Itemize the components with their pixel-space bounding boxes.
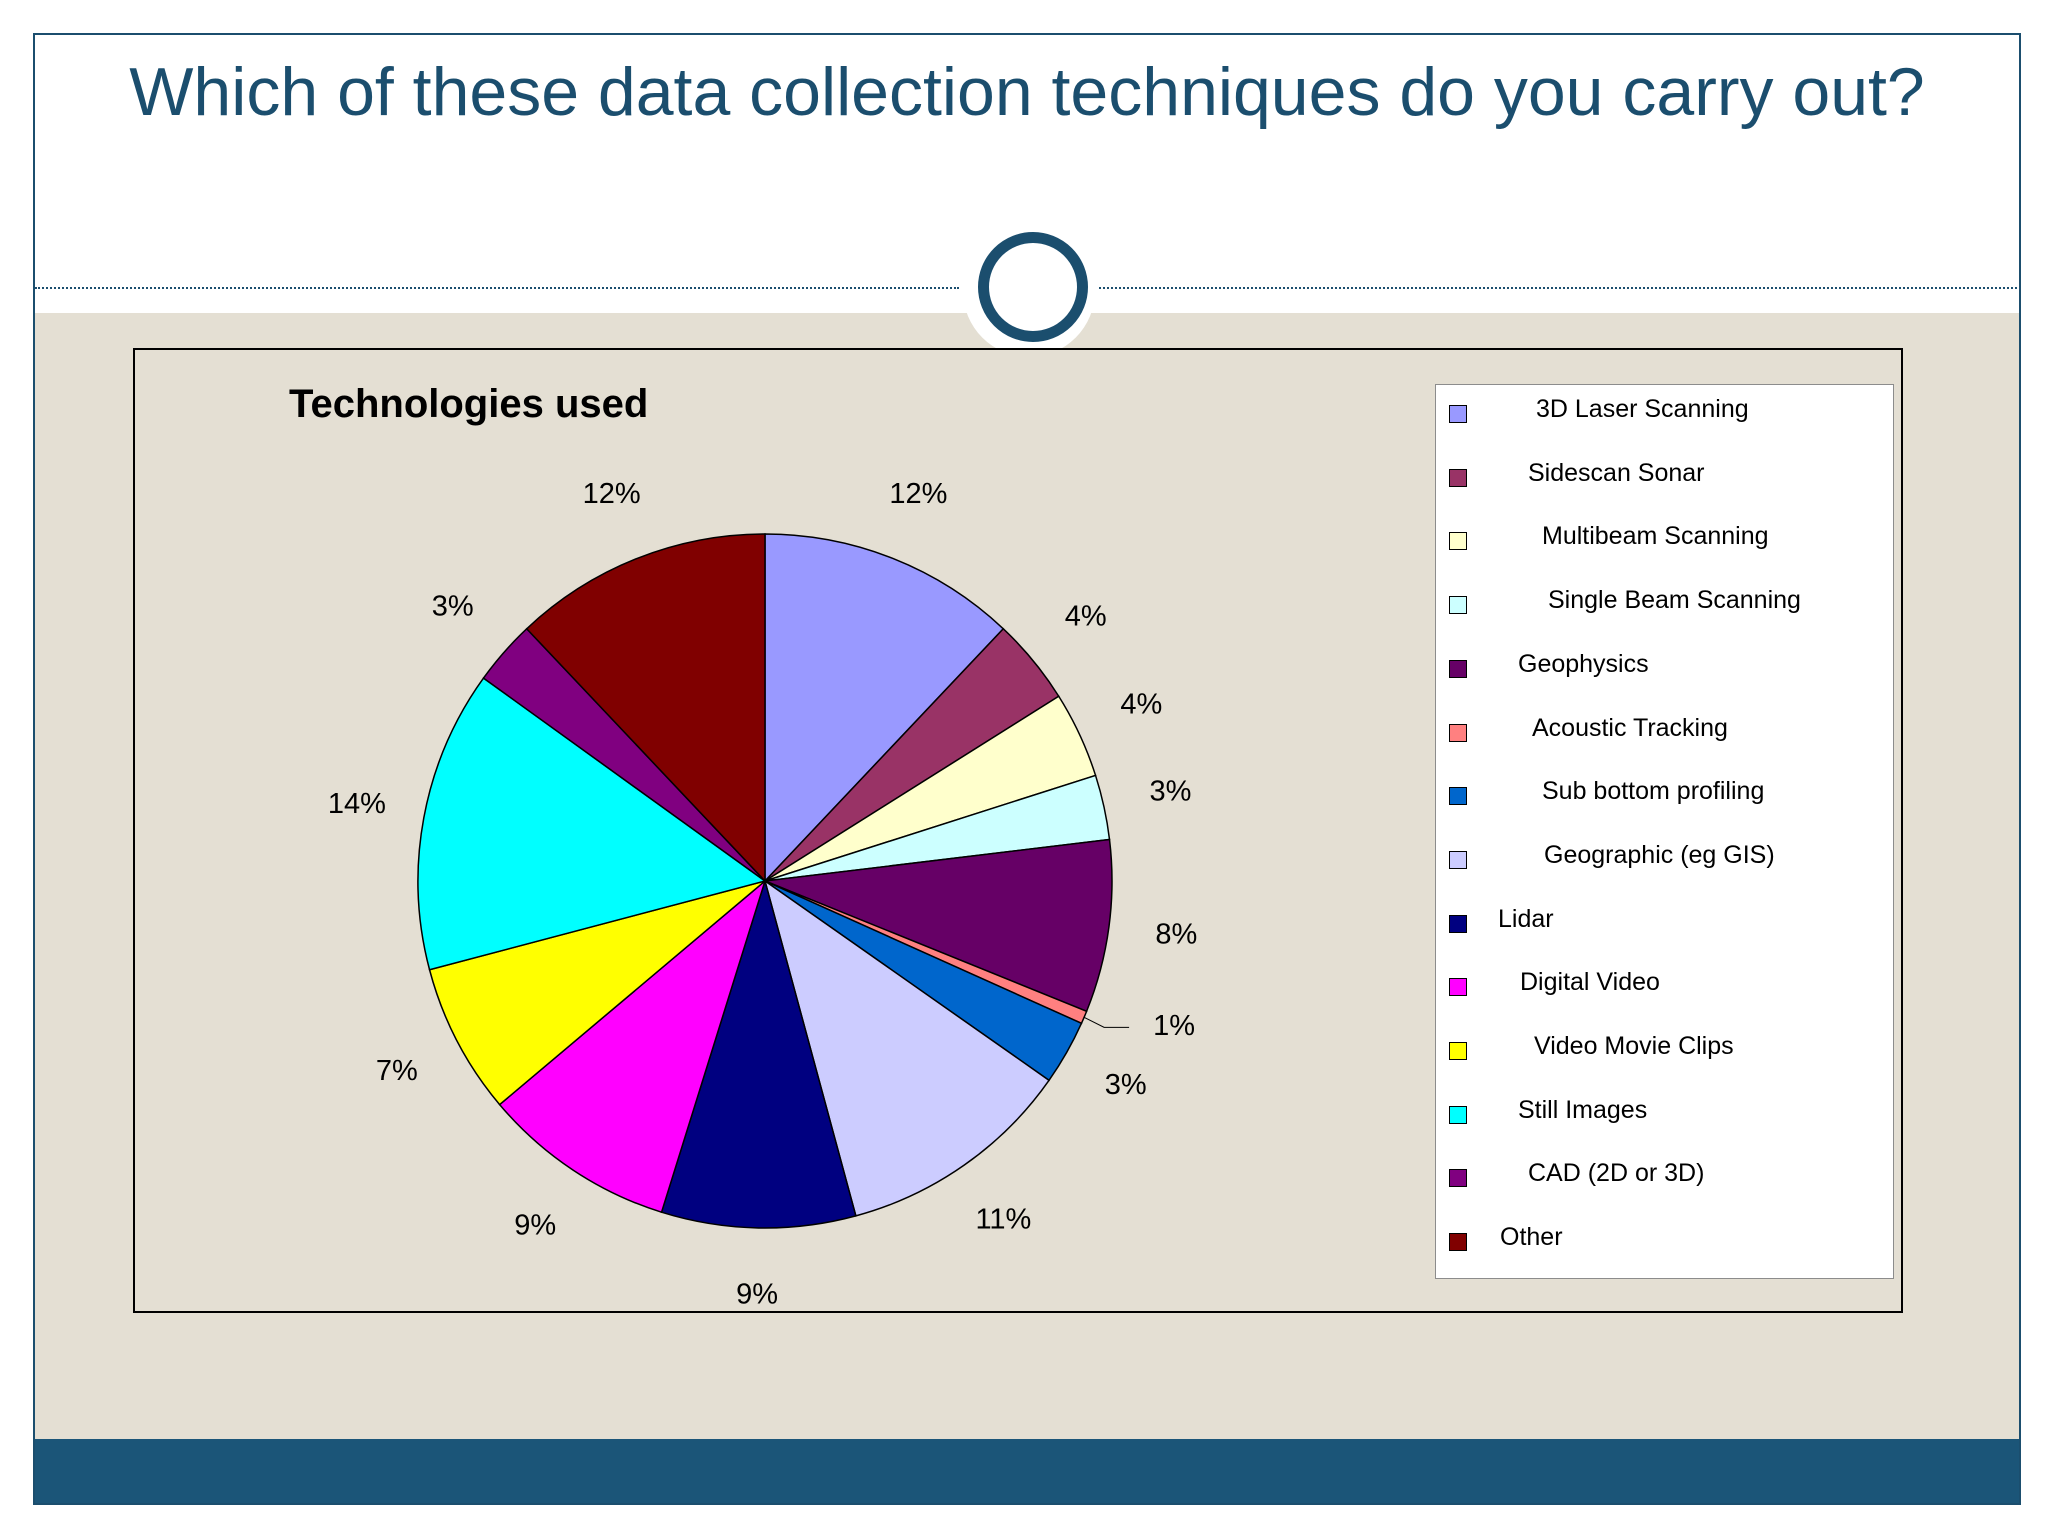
footer-bar: [35, 1439, 2019, 1503]
slice-data-label: 12%: [583, 478, 641, 510]
legend-label: Multibeam Scanning: [1542, 522, 1769, 551]
legend-swatch: [1449, 1042, 1467, 1060]
legend-item: Video Movie Clips: [1436, 1032, 1893, 1072]
pie-slice-digital-video: [498, 878, 767, 1214]
legend-swatch: [1449, 596, 1467, 615]
legend-swatch: [1449, 532, 1467, 551]
slice-data-label: 12%: [889, 478, 947, 510]
legend-swatch: [1449, 914, 1467, 933]
legend-swatch: [1449, 850, 1467, 869]
legend-label: Lidar: [1498, 904, 1554, 933]
pie-slice-geographic-eg-gis: [763, 879, 1051, 1217]
legend-swatch: [1449, 1169, 1467, 1188]
legend-item: Acoustic Tracking: [1436, 714, 1893, 754]
pie-slice-other: [525, 533, 766, 883]
slice-data-label: 1%: [1153, 1010, 1195, 1042]
legend-swatch: [1449, 723, 1467, 742]
legend-swatch: [1449, 405, 1467, 423]
legend-item: Sidescan Sonar: [1436, 459, 1893, 499]
slice-data-label: 4%: [1065, 600, 1107, 632]
legend-item: Geographic (eg GIS): [1436, 841, 1893, 881]
pie-slice-video-movie-clips: [428, 880, 766, 1106]
legend-swatch: [1449, 1105, 1467, 1124]
legend-label: Sub bottom profiling: [1542, 777, 1765, 806]
legend-item: CAD (2D or 3D): [1436, 1159, 1893, 1199]
legend-item: Sub bottom profiling: [1436, 777, 1893, 817]
legend-label: Video Movie Clips: [1534, 1032, 1734, 1060]
pie-slice-geophysics: [764, 838, 1113, 1013]
legend-swatch: [1449, 659, 1467, 678]
legend-swatch: [1449, 1233, 1467, 1252]
pie-chart: 12%4%4%3%8%1%3%11%9%9%7%14%3%12%: [328, 478, 1197, 1311]
legend-label: Still Images: [1518, 1095, 1648, 1124]
legend-label: 3D Laser Scanning: [1536, 395, 1749, 423]
slice-data-label: 3%: [1105, 1069, 1147, 1101]
slice-data-label: 3%: [432, 590, 474, 622]
legend-item: Geophysics: [1436, 650, 1893, 690]
legend-label: Digital Video: [1520, 968, 1660, 997]
legend-label: Geophysics: [1518, 649, 1649, 678]
title-divider-left: [35, 287, 959, 289]
legend-label: Geographic (eg GIS): [1544, 840, 1775, 869]
legend-item: Other: [1436, 1223, 1893, 1263]
title-divider-right: [1099, 287, 2019, 289]
chart-legend: 3D Laser Scanning Sidescan Sonar Multibeam…: [1435, 384, 1894, 1279]
legend-item: 3D Laser Scanning: [1436, 395, 1893, 435]
pie-slice-lidar: [660, 878, 857, 1229]
slice-data-label: 8%: [1155, 918, 1197, 950]
legend-item: Single Beam Scanning: [1436, 586, 1893, 626]
slice-data-label: 9%: [736, 1279, 778, 1311]
legend-swatch: [1449, 787, 1467, 806]
chart-frame: 12% 4% 4% 3% 8% 1% 3% 11% 9% 9% 7% 14% 3% 12% Technol…: [133, 348, 1903, 1313]
legend-item: Still Images: [1436, 1096, 1893, 1136]
legend-swatch: [1449, 978, 1467, 997]
pie-slice-still-images: [417, 677, 767, 971]
legend-item: Digital Video: [1436, 968, 1893, 1008]
slice-data-label: 3%: [1150, 775, 1192, 807]
slice-data-label: 7%: [376, 1055, 418, 1087]
legend-swatch: [1449, 468, 1467, 487]
slide-title: Which of these data collection technique…: [129, 54, 1925, 130]
legend-label: Acoustic Tracking: [1532, 713, 1728, 742]
pie-slice-3d-laser-scanning: [764, 533, 1005, 883]
legend-item: Multibeam Scanning: [1436, 522, 1893, 562]
legend-label: Single Beam Scanning: [1548, 586, 1801, 615]
leader-line: [1083, 1016, 1130, 1028]
chart-title: Technologies used: [289, 382, 649, 426]
legend-label: Sidescan Sonar: [1528, 458, 1705, 487]
legend-label: Other: [1500, 1223, 1563, 1252]
decorative-ring-icon: [978, 232, 1088, 342]
slice-data-label: 14%: [328, 788, 386, 820]
legend-label: CAD (2D or 3D): [1528, 1159, 1705, 1188]
slice-data-label: 9%: [514, 1209, 556, 1241]
slice-data-label: 4%: [1120, 689, 1162, 721]
legend-item: Lidar: [1436, 905, 1893, 945]
slice-data-label: 11%: [975, 1203, 1031, 1235]
